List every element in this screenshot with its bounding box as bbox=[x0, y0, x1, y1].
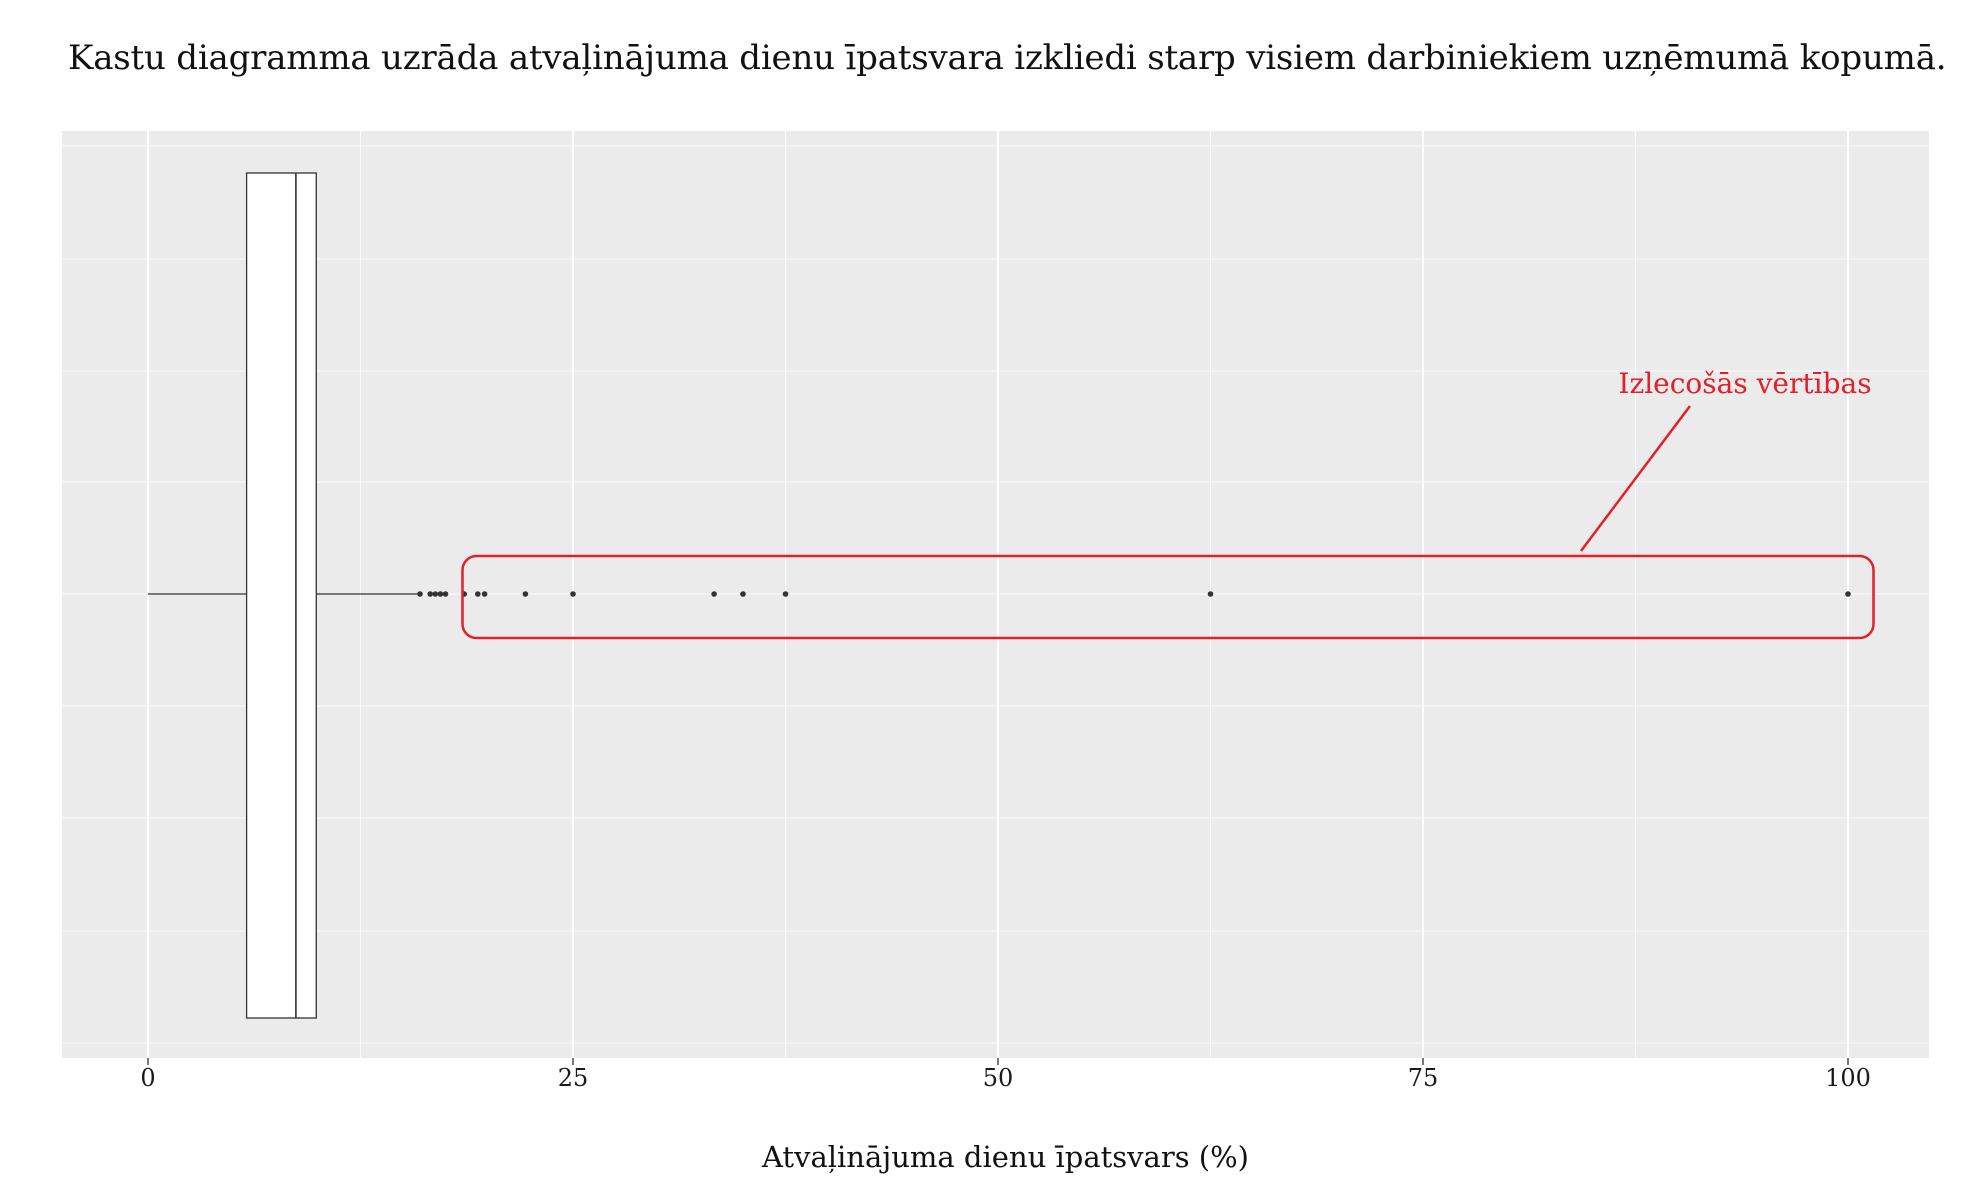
outlier-point bbox=[1845, 591, 1851, 597]
x-tick-label: 100 bbox=[1825, 1064, 1871, 1092]
x-tick-label: 50 bbox=[983, 1064, 1014, 1092]
box-iqr bbox=[245, 172, 317, 1019]
outlier-point bbox=[417, 591, 423, 597]
outlier-highlight-box bbox=[461, 554, 1875, 640]
minor-gridlines bbox=[62, 131, 1929, 1058]
x-axis-title: Atvaļinājuma dienu īpatsvars (%) bbox=[761, 1140, 1249, 1174]
outlier-annotation: Izlecošās vērtības bbox=[461, 367, 1875, 640]
outlier-point bbox=[1207, 591, 1214, 597]
annotation-label: Izlecošās vērtības bbox=[1618, 367, 1871, 400]
outlier-point bbox=[481, 591, 488, 597]
outlier-point bbox=[522, 591, 529, 597]
x-axis: 0 25 50 75 100 Atvaļinājuma dienu īpatsvars (… bbox=[140, 1058, 1871, 1174]
outlier-point bbox=[475, 591, 481, 597]
box-plot-marks bbox=[148, 172, 419, 1019]
outlier-point bbox=[740, 591, 746, 597]
outlier-point bbox=[437, 591, 444, 597]
outlier-point bbox=[711, 591, 717, 597]
page-title: Kastu diagramma uzrāda atvaļinājuma dien… bbox=[68, 38, 1947, 78]
outlier-point bbox=[782, 591, 789, 597]
x-tick-label: 0 bbox=[140, 1064, 155, 1092]
x-tick-label: 25 bbox=[558, 1064, 589, 1092]
outlier-point bbox=[432, 591, 439, 597]
outlier-point bbox=[442, 591, 449, 597]
annotation-leader-line bbox=[1580, 405, 1691, 552]
x-tick-label: 75 bbox=[1408, 1064, 1439, 1092]
outlier-point bbox=[570, 591, 576, 597]
outlier-point bbox=[427, 591, 434, 597]
